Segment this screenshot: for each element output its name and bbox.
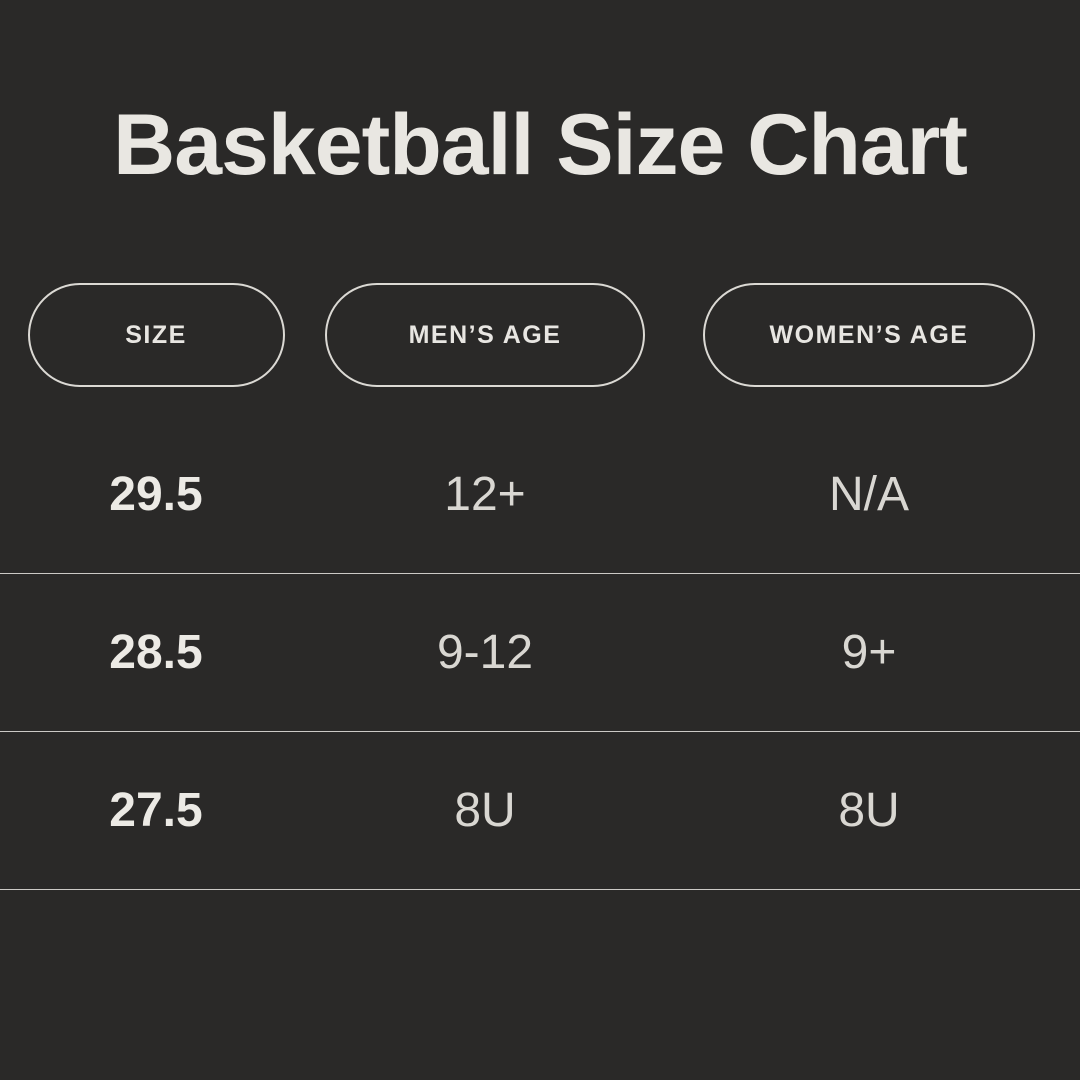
column-header-label-womens-age: WOMEN’S AGE [769,320,969,349]
cell-womens-age: 9+ [841,626,897,680]
cell-mens-age: 9-12 [436,626,534,680]
cell-mens-age: 12+ [444,468,526,522]
table-row: 27.5 8U 8U [0,732,1080,891]
table-row: 29.5 12+ N/A [0,416,1080,575]
page-title: Basketball Size Chart [113,97,968,193]
cell-womens-age: N/A [828,468,909,522]
cell-size: 29.5 [109,468,203,522]
table-row: 28.5 9-12 9+ [0,574,1080,733]
column-header-pill-size: SIZE [27,283,285,388]
cell-size: 28.5 [109,626,203,680]
column-header-label-size: SIZE [125,320,187,349]
column-header-pill-mens-age: MEN’S AGE [325,283,645,388]
column-header-pill-womens-age: WOMEN’S AGE [703,283,1035,388]
cell-size: 27.5 [109,784,203,838]
table-header-row: SIZE MEN’S AGE WOMEN’S AGE [0,283,1080,388]
column-header-label-mens-age: MEN’S AGE [408,320,562,349]
table-body: 29.5 12+ N/A 28.5 9-12 9+ 27.5 8U 8U [0,416,1080,891]
cell-mens-age: 8U [454,784,516,838]
cell-womens-age: 8U [838,784,900,838]
